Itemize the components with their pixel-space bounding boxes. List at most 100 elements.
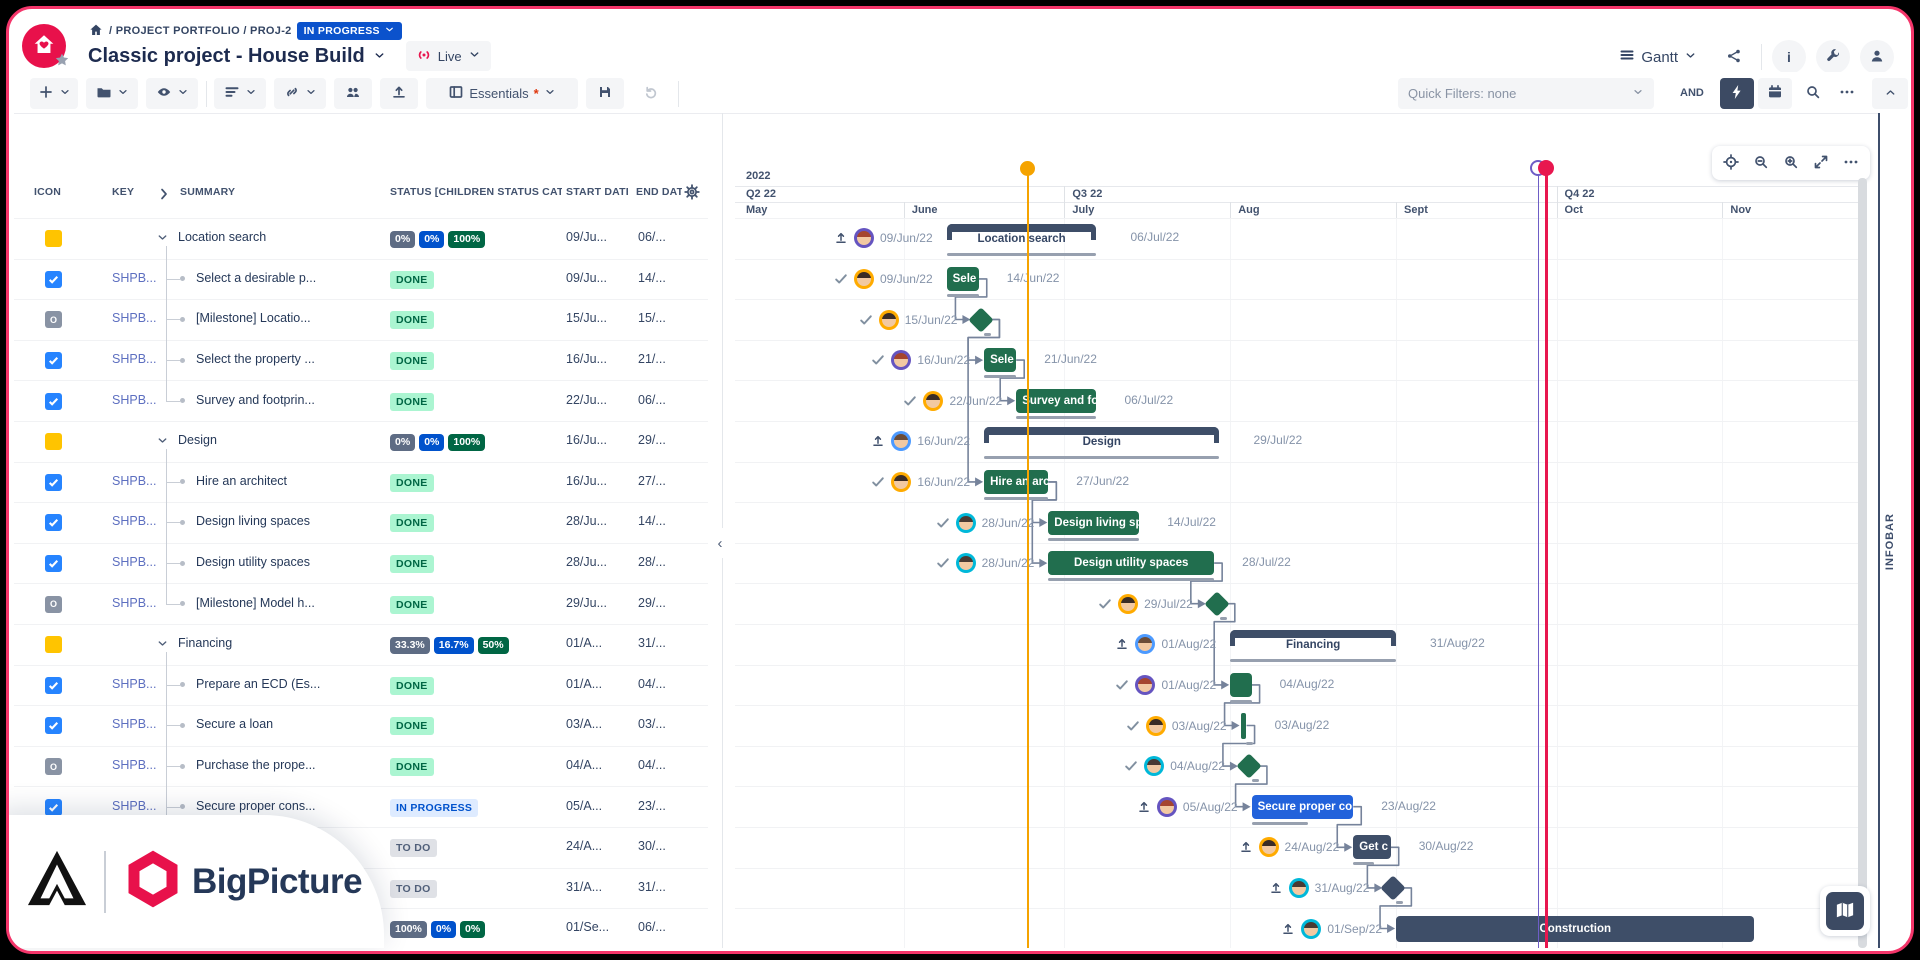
favorite-star-icon[interactable] — [54, 52, 70, 73]
vertical-scrollbar[interactable] — [1858, 178, 1867, 948]
assignee-avatar[interactable] — [1144, 756, 1165, 777]
issue-key-link[interactable]: SHPB... — [112, 270, 157, 285]
issue-key-link[interactable]: SHPB... — [112, 798, 157, 813]
timeline-month-label[interactable]: June — [911, 204, 938, 216]
task-summary[interactable]: Prepare an ECD (Es... — [196, 676, 321, 691]
view-switcher[interactable]: Gantt — [1609, 42, 1707, 72]
table-row[interactable]: Financing 33.3% 16.7% 50% 01/A... 31/... — [14, 624, 708, 665]
table-row[interactable]: SHPB... Design utility spaces DONE 28/Ju...… — [14, 542, 708, 584]
assignee-avatar[interactable] — [878, 309, 899, 330]
search-button[interactable] — [1796, 78, 1830, 109]
assignee-avatar[interactable] — [923, 390, 944, 411]
table-settings-gear-icon[interactable] — [684, 184, 700, 205]
gantt-task-bar[interactable]: Design living sp — [1048, 510, 1140, 535]
timeline-month-label[interactable]: Aug — [1238, 204, 1260, 216]
assignee-avatar[interactable] — [1288, 877, 1309, 898]
issue-key-link[interactable]: SHPB... — [112, 555, 157, 570]
task-summary[interactable]: Design living spaces — [196, 514, 310, 529]
task-summary[interactable]: Secure proper cons... — [196, 798, 316, 813]
assignee-avatar[interactable] — [853, 268, 874, 289]
task-summary[interactable]: Select the property ... — [196, 352, 315, 367]
breadcrumb-path[interactable]: / PROJECT PORTFOLIO / PROJ-2 — [109, 25, 292, 37]
gantt-more-button[interactable] — [1840, 152, 1862, 174]
timeline-month-label[interactable]: July — [1072, 204, 1095, 216]
task-summary[interactable]: Design utility spaces — [196, 555, 310, 570]
info-button[interactable]: i — [1772, 40, 1806, 74]
gantt-task-bar[interactable]: Sele — [984, 348, 1017, 373]
issue-key-link[interactable]: SHPB... — [112, 473, 157, 488]
assignee-avatar[interactable] — [955, 553, 976, 574]
fullscreen-button[interactable] — [1810, 152, 1832, 174]
issue-key-link[interactable]: SHPB... — [112, 595, 157, 610]
task-summary[interactable]: [Milestone] Model h... — [196, 595, 315, 610]
timeline-month-label[interactable]: Oct — [1564, 204, 1583, 216]
table-row[interactable]: SHPB... Design living spaces DONE 28/Ju... 1… — [14, 502, 708, 543]
assignee-avatar[interactable] — [853, 228, 874, 249]
assignee-avatar[interactable] — [891, 431, 912, 452]
column-header-end[interactable]: END DATE — [636, 186, 682, 198]
table-row[interactable]: SHPB... Hire an architect DONE 16/Ju... 27/.… — [14, 461, 708, 503]
column-header-status[interactable]: STATUS [CHILDREN STATUS CATEGO — [390, 186, 562, 198]
assignee-avatar[interactable] — [1135, 674, 1156, 695]
table-row[interactable]: O SHPB... [Milestone] Model h... DONE 29/Ju.… — [14, 583, 708, 624]
task-summary[interactable]: Hire an architect — [196, 473, 288, 488]
save-button[interactable] — [586, 78, 624, 109]
table-row[interactable]: TO DO 31/A... 31/... — [14, 867, 708, 909]
issue-key-link[interactable]: SHPB... — [112, 758, 157, 773]
table-row[interactable]: SHPB... Survey and footprin... DONE 22/Ju..… — [14, 380, 708, 421]
assignee-avatar[interactable] — [1145, 715, 1166, 736]
milestone-diamond[interactable] — [1204, 590, 1230, 617]
zoom-out-button[interactable] — [1750, 152, 1772, 174]
resources-button[interactable] — [334, 78, 372, 109]
issue-key-link[interactable]: SHPB... — [112, 676, 157, 691]
minimap-button[interactable] — [1826, 892, 1864, 930]
table-row[interactable]: TO DO 24/A... 30/... — [14, 827, 708, 868]
timeline-quarter-label[interactable]: Q4 22 — [1564, 188, 1595, 200]
milestone-diamond[interactable] — [1380, 875, 1407, 901]
table-row[interactable]: O SHPB... [Milestone] Locatio... DONE 15/Ju.… — [14, 299, 708, 340]
timeline-month-label[interactable]: Sept — [1404, 204, 1428, 216]
timeline-marker-handle[interactable] — [1020, 160, 1036, 176]
issue-key-link[interactable]: SHPB... — [112, 352, 157, 367]
gantt-task-bar[interactable]: Secure proper con — [1251, 794, 1354, 819]
add-task-button[interactable] — [30, 78, 78, 109]
live-button[interactable]: Live — [405, 41, 491, 71]
gantt-task-bar[interactable]: Survey and fo — [1016, 388, 1097, 413]
group-summary[interactable]: Design — [178, 433, 217, 448]
table-row[interactable]: 100% 0% 0% 01/Se... 06/... — [14, 908, 708, 949]
group-bracket-bar[interactable] — [984, 427, 1220, 444]
table-row[interactable]: SHPB... Prepare an ECD (Es... DONE 01/A... 0… — [14, 664, 708, 706]
export-button[interactable] — [380, 78, 418, 109]
grouping-button[interactable] — [214, 78, 266, 109]
gantt-task-bar[interactable]: Sele — [946, 266, 979, 291]
task-summary[interactable]: Secure a loan — [196, 717, 274, 732]
assignee-avatar[interactable] — [1258, 837, 1279, 858]
calendar-button[interactable] — [1758, 78, 1792, 109]
group-bracket-bar[interactable] — [1230, 630, 1397, 647]
table-row[interactable]: O SHPB... Purchase the prope... DONE 04/A...… — [14, 745, 708, 787]
timeline-quarter-label[interactable]: Q3 22 — [1072, 188, 1103, 200]
column-header-start[interactable]: START DATE — [566, 186, 628, 198]
table-row[interactable]: SHPB... Secure a loan DONE 03/A... 03/... — [14, 705, 708, 746]
view-options-button[interactable] — [146, 78, 198, 109]
gantt-task-bar[interactable]: Construction — [1396, 915, 1755, 942]
jump-to-today-button[interactable] — [1720, 152, 1742, 174]
table-row[interactable]: SHPB... Select a desirable p... DONE 09/Ju.… — [14, 258, 708, 300]
collapse-panel-handle[interactable]: ‹ — [712, 528, 728, 558]
task-summary[interactable]: Purchase the prope... — [196, 758, 316, 773]
assignee-avatar[interactable] — [1118, 593, 1139, 614]
expand-all-icon[interactable] — [156, 186, 172, 207]
timeline-month-label[interactable]: May — [746, 204, 768, 216]
undo-button[interactable] — [632, 78, 670, 109]
assignee-avatar[interactable] — [1301, 918, 1322, 939]
infobar-strip[interactable]: INFOBAR — [1878, 113, 1906, 948]
chevron-down-icon[interactable] — [373, 45, 386, 68]
group-summary[interactable]: Location search — [178, 230, 267, 245]
column-views-button[interactable]: Essentials * — [426, 78, 578, 109]
table-row[interactable]: Design 0% 0% 100% 16/Ju... 29/... — [14, 421, 708, 462]
gantt-task-bar[interactable] — [1230, 672, 1252, 697]
assignee-avatar[interactable] — [891, 350, 912, 371]
issue-key-link[interactable]: SHPB... — [112, 717, 157, 732]
assignee-avatar[interactable] — [891, 471, 912, 492]
assignee-avatar[interactable] — [1156, 796, 1177, 817]
